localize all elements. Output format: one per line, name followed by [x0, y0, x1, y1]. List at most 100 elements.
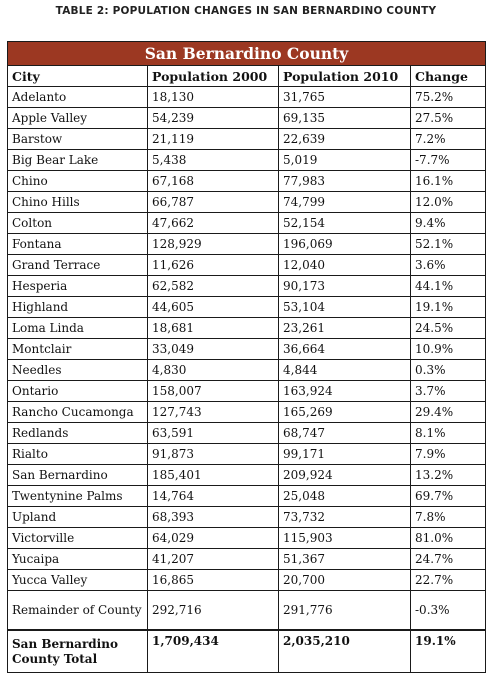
- population-2010-cell: 4,844: [278, 359, 411, 381]
- table-row: Chino Hills 66,787 74,799 12.0%: [7, 191, 486, 213]
- city-cell: Redlands: [7, 422, 148, 444]
- column-header-change: Change: [410, 65, 486, 87]
- city-cell: Adelanto: [7, 86, 148, 108]
- population-2000-cell: 127,743: [147, 401, 279, 423]
- city-cell: Victorville: [7, 527, 148, 549]
- city-cell: Chino: [7, 170, 148, 192]
- city-cell: Yucaipa: [7, 548, 148, 570]
- population-2000-cell: 54,239: [147, 107, 279, 129]
- city-cell: San Bernardino: [7, 464, 148, 486]
- population-2000-cell: 21,119: [147, 128, 279, 150]
- population-2000-cell: 41,207: [147, 548, 279, 570]
- change-cell: 44.1%: [410, 275, 486, 297]
- change-cell: 3.7%: [410, 380, 486, 402]
- change-cell: 0.3%: [410, 359, 486, 381]
- population-2010-cell: 163,924: [278, 380, 411, 402]
- city-cell: Apple Valley: [7, 107, 148, 129]
- population-2000-cell: 62,582: [147, 275, 279, 297]
- population-2010-cell: 69,135: [278, 107, 411, 129]
- table-row: Rancho Cucamonga 127,743 165,269 29.4%: [7, 401, 486, 423]
- table-row: Upland 68,393 73,732 7.8%: [7, 506, 486, 528]
- population-2010-cell: 77,983: [278, 170, 411, 192]
- table-row: Yucaipa 41,207 51,367 24.7%: [7, 548, 486, 570]
- change-cell: 8.1%: [410, 422, 486, 444]
- table-row: Remainder of County 292,716 291,776 -0.3%: [7, 590, 486, 631]
- table-body: Adelanto 18,130 31,765 75.2% Apple Valley 54,…: [7, 86, 486, 673]
- total-city-cell: San Bernardino County Total: [7, 629, 148, 673]
- population-2010-cell: 74,799: [278, 191, 411, 213]
- table-row: Redlands 63,591 68,747 8.1%: [7, 422, 486, 444]
- change-cell: -0.3%: [410, 590, 486, 631]
- table-row: Fontana 128,929 196,069 52.1%: [7, 233, 486, 255]
- population-2000-cell: 33,049: [147, 338, 279, 360]
- city-cell: Montclair: [7, 338, 148, 360]
- change-cell: 52.1%: [410, 233, 486, 255]
- population-2000-cell: 67,168: [147, 170, 279, 192]
- column-header-row: City Population 2000 Population 2010 Cha…: [7, 65, 486, 87]
- table-row: Ontario 158,007 163,924 3.7%: [7, 380, 486, 402]
- table-row: Rialto 91,873 99,171 7.9%: [7, 443, 486, 465]
- change-cell: 12.0%: [410, 191, 486, 213]
- population-2010-cell: 22,639: [278, 128, 411, 150]
- change-cell: 24.5%: [410, 317, 486, 339]
- table-row: Highland 44,605 53,104 19.1%: [7, 296, 486, 318]
- city-cell: Highland: [7, 296, 148, 318]
- population-2000-cell: 44,605: [147, 296, 279, 318]
- city-cell: Remainder of County: [7, 590, 148, 631]
- population-2000-cell: 63,591: [147, 422, 279, 444]
- population-2010-cell: 291,776: [278, 590, 411, 631]
- city-cell: Colton: [7, 212, 148, 234]
- city-cell: Ontario: [7, 380, 148, 402]
- total-population-2000-cell: 1,709,434: [147, 629, 279, 673]
- table-row: Yucca Valley 16,865 20,700 22.7%: [7, 569, 486, 591]
- change-cell: 22.7%: [410, 569, 486, 591]
- population-2010-cell: 165,269: [278, 401, 411, 423]
- population-2000-cell: 66,787: [147, 191, 279, 213]
- table-row: Needles 4,830 4,844 0.3%: [7, 359, 486, 381]
- change-cell: 7.2%: [410, 128, 486, 150]
- change-cell: 7.8%: [410, 506, 486, 528]
- table-row: Twentynine Palms 14,764 25,048 69.7%: [7, 485, 486, 507]
- population-2010-cell: 5,019: [278, 149, 411, 171]
- table-row: Colton 47,662 52,154 9.4%: [7, 212, 486, 234]
- change-cell: 13.2%: [410, 464, 486, 486]
- change-cell: 69.7%: [410, 485, 486, 507]
- city-cell: Rialto: [7, 443, 148, 465]
- population-2010-cell: 51,367: [278, 548, 411, 570]
- population-2000-cell: 11,626: [147, 254, 279, 276]
- change-cell: 19.1%: [410, 296, 486, 318]
- table-row: Apple Valley 54,239 69,135 27.5%: [7, 107, 486, 129]
- city-cell: Barstow: [7, 128, 148, 150]
- total-change-cell: 19.1%: [410, 629, 486, 673]
- city-cell: Yucca Valley: [7, 569, 148, 591]
- population-2010-cell: 73,732: [278, 506, 411, 528]
- change-cell: 24.7%: [410, 548, 486, 570]
- change-cell: 9.4%: [410, 212, 486, 234]
- population-2010-cell: 20,700: [278, 569, 411, 591]
- population-2000-cell: 18,130: [147, 86, 279, 108]
- table-row: Loma Linda 18,681 23,261 24.5%: [7, 317, 486, 339]
- table-row: San Bernardino 185,401 209,924 13.2%: [7, 464, 486, 486]
- change-cell: 75.2%: [410, 86, 486, 108]
- city-cell: Needles: [7, 359, 148, 381]
- change-cell: -7.7%: [410, 149, 486, 171]
- population-2010-cell: 90,173: [278, 275, 411, 297]
- population-2000-cell: 5,438: [147, 149, 279, 171]
- table-caption: TABLE 2: POPULATION CHANGES IN SAN BERNA…: [55, 5, 437, 17]
- change-cell: 3.6%: [410, 254, 486, 276]
- table-row: Barstow 21,119 22,639 7.2%: [7, 128, 486, 150]
- population-2000-cell: 185,401: [147, 464, 279, 486]
- city-cell: Twentynine Palms: [7, 485, 148, 507]
- city-cell: Upland: [7, 506, 148, 528]
- population-2000-cell: 91,873: [147, 443, 279, 465]
- table-row: Montclair 33,049 36,664 10.9%: [7, 338, 486, 360]
- population-2010-cell: 31,765: [278, 86, 411, 108]
- change-cell: 81.0%: [410, 527, 486, 549]
- table-row: Victorville 64,029 115,903 81.0%: [7, 527, 486, 549]
- population-2000-cell: 158,007: [147, 380, 279, 402]
- population-2010-cell: 25,048: [278, 485, 411, 507]
- change-cell: 29.4%: [410, 401, 486, 423]
- population-table: San Bernardino County City Population 20…: [7, 41, 486, 673]
- change-cell: 10.9%: [410, 338, 486, 360]
- change-cell: 27.5%: [410, 107, 486, 129]
